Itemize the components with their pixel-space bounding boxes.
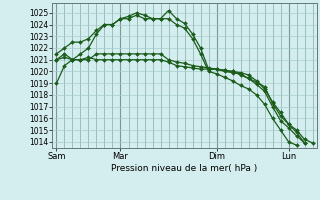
X-axis label: Pression niveau de la mer( hPa ): Pression niveau de la mer( hPa ) <box>111 164 258 173</box>
